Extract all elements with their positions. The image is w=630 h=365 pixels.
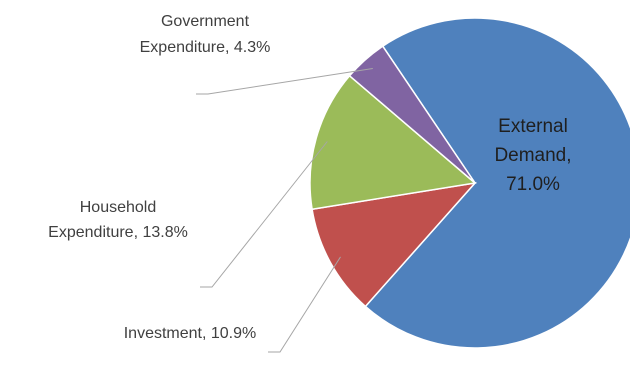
slice-label-line: 71.0%: [506, 174, 560, 195]
pie-slice-external-demand: [364, 17, 630, 349]
leader-line-household-expenditure: [200, 141, 328, 288]
pie-slice-government-expenditure: [348, 45, 476, 184]
leader-lines: [196, 68, 373, 353]
slice-label-line: Expenditure, 4.3%: [140, 39, 271, 56]
pie-slices: [309, 17, 630, 349]
pie-slice-investment: [311, 181, 477, 308]
slice-label-government-expenditure: Government Expenditure, 4.3%: [140, 13, 271, 56]
slice-label-external-demand: External Demand, 71.0%: [494, 116, 571, 195]
leader-line-government-expenditure: [196, 68, 373, 95]
slice-label-line: External: [498, 116, 568, 137]
slice-label-line: Demand,: [494, 145, 571, 166]
slice-label-household-expenditure: Household Expenditure, 13.8%: [48, 199, 188, 241]
slice-labels: External Demand, 71.0% Investment, 10.9% Hou…: [48, 13, 571, 342]
slice-label-investment: Investment, 10.9%: [124, 325, 257, 342]
pie-slice-household-expenditure: [309, 74, 477, 211]
slice-label-line: Government: [161, 13, 250, 30]
slice-label-line: Household: [80, 199, 157, 216]
leader-line-investment: [268, 256, 341, 353]
slice-label-line: Expenditure, 13.8%: [48, 224, 188, 241]
slice-label-line: Investment, 10.9%: [124, 325, 257, 342]
